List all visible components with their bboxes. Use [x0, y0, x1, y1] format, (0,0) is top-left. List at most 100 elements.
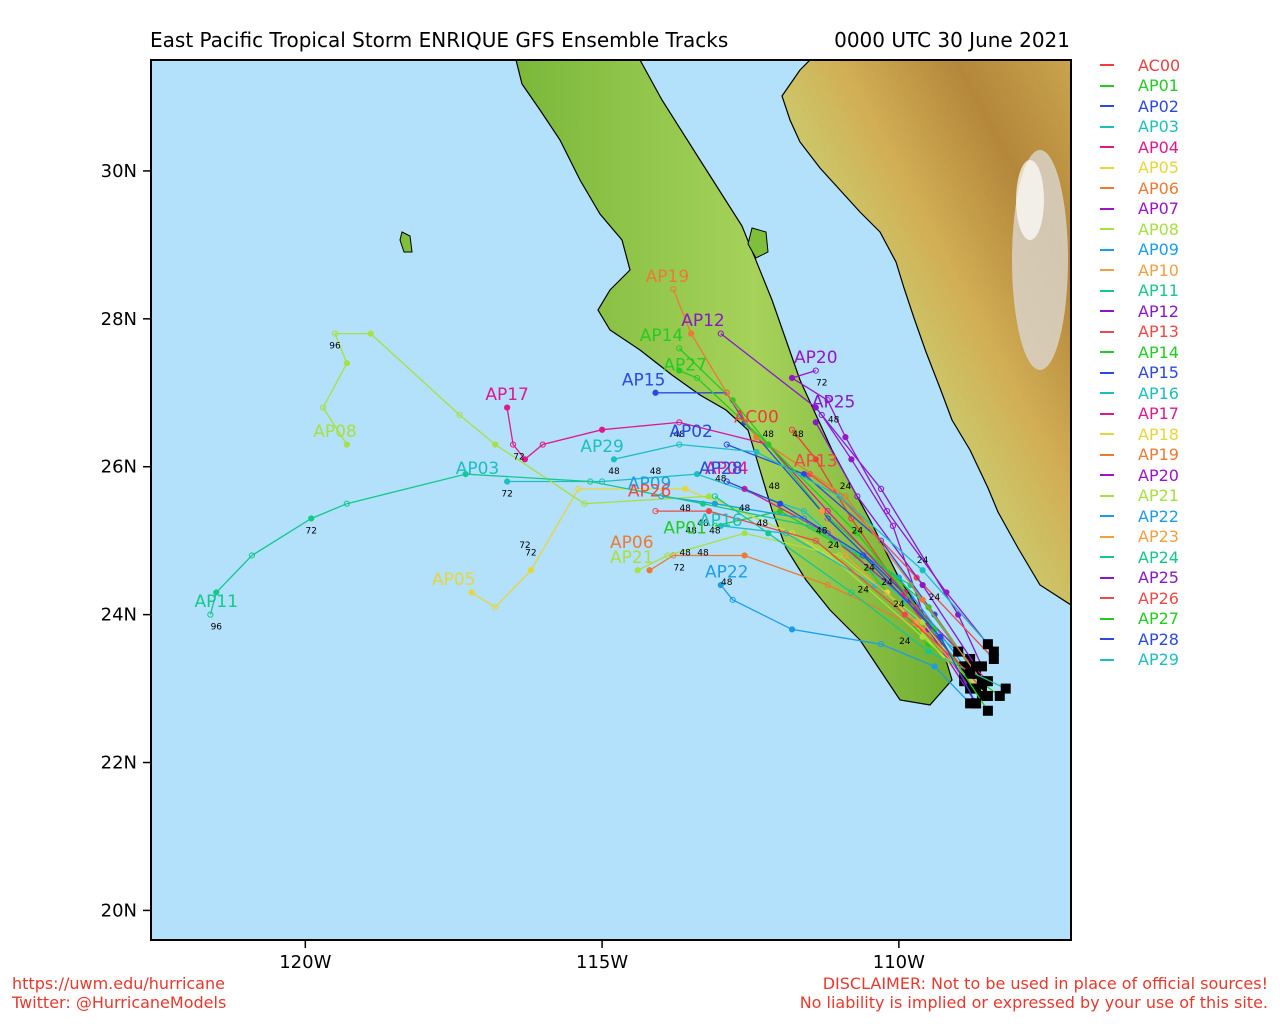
track-point	[682, 485, 689, 493]
track-label: AP09	[628, 474, 672, 494]
forecast-hour-label: 48	[685, 526, 697, 536]
track-label: AP05	[432, 570, 476, 590]
legend-label: AP13	[1138, 322, 1179, 342]
track-point	[705, 507, 713, 515]
forecast-hour-label: 48	[709, 526, 721, 536]
legend-swatch	[1100, 125, 1114, 128]
legend-label: AP18	[1138, 424, 1179, 444]
legend-swatch	[1100, 535, 1114, 538]
track-point	[688, 330, 695, 337]
start-marker	[1000, 683, 1011, 694]
track-point	[800, 507, 808, 515]
track-point	[248, 552, 256, 559]
track-point	[836, 493, 843, 500]
legend-swatch	[1100, 658, 1114, 661]
legend-swatch	[1100, 392, 1114, 395]
legend-label: AP22	[1138, 506, 1179, 526]
legend-item-ap03: AP03	[1100, 117, 1180, 138]
track-point	[860, 552, 867, 559]
legend-item-ap14: AP14	[1100, 342, 1180, 363]
track-point	[521, 456, 529, 463]
forecast-hour-label: 48	[674, 430, 686, 440]
lat-tick-label: 28N	[101, 309, 137, 330]
track-label: AP26	[628, 481, 672, 501]
legend-label: AP12	[1138, 301, 1179, 321]
legend-label: AP01	[1138, 76, 1179, 96]
forecast-hour-label: 24	[840, 482, 852, 492]
track-label: AC00	[734, 407, 779, 427]
track-point	[664, 552, 671, 559]
forecast-hour-label: 48	[697, 548, 709, 558]
forecast-hour-label: 24	[917, 556, 929, 566]
track-point	[848, 456, 855, 463]
start-marker	[982, 690, 993, 701]
legend-label: AP04	[1138, 137, 1179, 157]
legend-item-ap16: AP16	[1100, 383, 1180, 404]
track-ap29	[610, 441, 993, 650]
track-point	[818, 507, 825, 515]
start-marker	[976, 690, 987, 701]
legend-swatch	[1100, 330, 1114, 333]
legend-item-ap06: AP06	[1100, 178, 1180, 199]
track-point	[723, 478, 730, 485]
forecast-hour-label: 24	[858, 585, 870, 595]
track-point	[753, 434, 760, 441]
track-point	[824, 507, 831, 515]
lat-tick-label: 20N	[101, 900, 137, 921]
start-marker	[982, 639, 993, 650]
track-line	[744, 488, 989, 682]
legend-label: AP25	[1138, 568, 1179, 588]
legend-swatch	[1100, 453, 1114, 456]
legend-label: AP09	[1138, 240, 1179, 260]
chart-timestamp: 0000 UTC 30 June 2021	[834, 28, 1070, 52]
twitter-handle[interactable]: Twitter: @HurricaneModels	[12, 993, 227, 1012]
legend-label: AP07	[1138, 199, 1179, 219]
legend-label: AP11	[1138, 281, 1179, 301]
start-marker	[959, 661, 970, 672]
legend-swatch	[1100, 474, 1114, 477]
track-line	[613, 443, 989, 645]
track-line	[506, 407, 971, 689]
track-point	[509, 441, 517, 448]
track-point	[919, 581, 926, 589]
legend-item-ap08: AP08	[1100, 219, 1180, 240]
forecast-hour-label: 48	[828, 415, 840, 425]
legend-swatch	[1100, 617, 1114, 620]
track-label: AP03	[456, 459, 500, 479]
track-point	[729, 596, 736, 603]
forecast-hour-label: 48	[792, 430, 804, 440]
track-point	[812, 537, 819, 544]
track-point	[652, 507, 659, 515]
legend-swatch	[1100, 576, 1114, 579]
track-point	[919, 596, 926, 603]
track-point	[818, 411, 825, 419]
forecast-hour-label: 48	[757, 519, 769, 529]
track-point	[842, 552, 849, 559]
start-marker	[982, 676, 993, 687]
start-marker	[971, 661, 982, 672]
tracks	[207, 286, 1011, 716]
track-point	[788, 426, 796, 433]
legend-label: AP08	[1138, 219, 1179, 239]
legend-item-ap09: AP09	[1100, 240, 1180, 261]
start-marker	[976, 676, 987, 687]
start-marker	[988, 653, 999, 664]
track-point	[717, 522, 724, 529]
track-point	[854, 530, 861, 537]
track-point	[931, 663, 938, 670]
start-marker	[971, 683, 982, 694]
track-label: AP08	[313, 422, 357, 442]
start-marker	[988, 646, 999, 657]
track-label: AP12	[681, 311, 725, 331]
track-point	[492, 441, 499, 448]
legend-item-ap12: AP12	[1100, 301, 1180, 322]
track-label: AP15	[622, 370, 666, 390]
forecast-hour-label: 24	[893, 600, 905, 610]
source-url[interactable]: https://uwm.edu/hurricane	[12, 974, 225, 993]
legend-swatch	[1100, 64, 1114, 67]
forecast-hour-label: 72	[525, 548, 536, 558]
track-point	[842, 434, 849, 441]
track-point	[670, 286, 677, 293]
forecast-hour-label: 96	[329, 341, 341, 351]
